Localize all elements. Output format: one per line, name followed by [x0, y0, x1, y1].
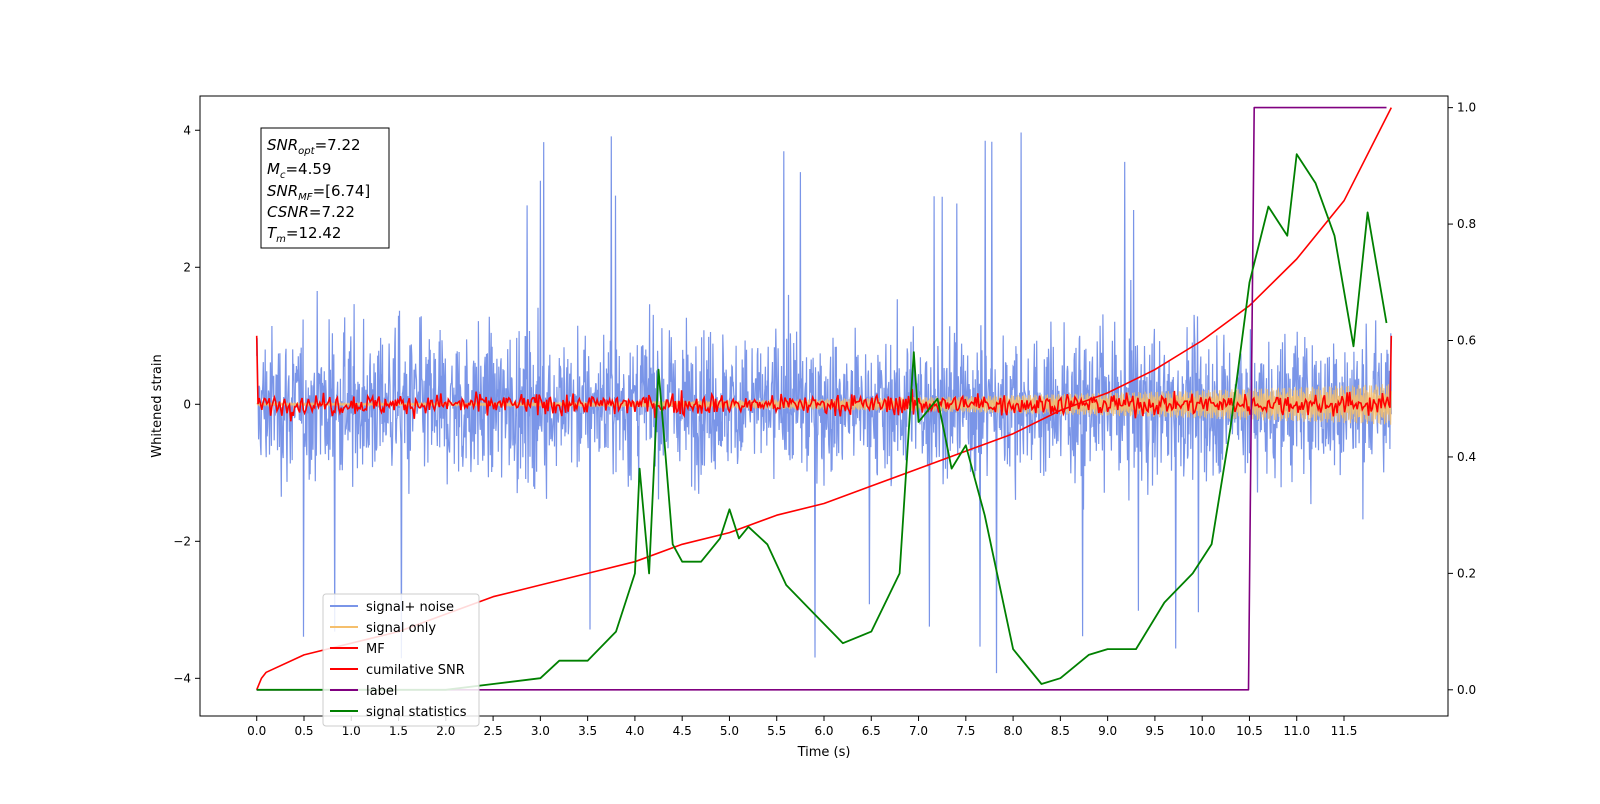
- y-axis-left: 4 2 0 −2 −4: [173, 123, 200, 685]
- annotation-box: SNRopt=7.22 Mc=4.59 SNRMF=[6.74] CSNR=7.…: [260, 127, 390, 249]
- x-tick-label: 4.0: [625, 724, 644, 738]
- x-tick-label: 2.0: [436, 724, 455, 738]
- annotation-mc: Mc=4.59: [267, 160, 331, 181]
- x-tick-label: 2.5: [484, 724, 503, 738]
- y-tick-label: 4: [183, 123, 191, 137]
- annotation-frame: [260, 127, 390, 249]
- x-tick-label: 10.5: [1236, 724, 1263, 738]
- y-axis-label: Whitened strain: [150, 354, 165, 457]
- legend: signal+ noise signal only MF cumilative …: [322, 593, 480, 727]
- x-tick-label: 4.5: [673, 724, 692, 738]
- x-tick-label: 5.0: [720, 724, 739, 738]
- y-tick-label: −2: [173, 534, 191, 548]
- y2-tick-label: 1.0: [1457, 101, 1476, 115]
- y-tick-label: 2: [183, 260, 191, 274]
- x-tick-label: 8.5: [1051, 724, 1070, 738]
- x-tick-label: 1.5: [389, 724, 408, 738]
- x-tick-label: 9.5: [1145, 724, 1164, 738]
- legend-label-label: label: [366, 684, 397, 699]
- x-tick-label: 0.0: [247, 724, 266, 738]
- x-tick-label: 9.0: [1098, 724, 1117, 738]
- y-tick-label: 0: [183, 397, 191, 411]
- x-tick-label: 3.0: [531, 724, 550, 738]
- x-tick-label: 6.5: [862, 724, 881, 738]
- legend-label-signal-noise: signal+ noise: [366, 600, 454, 615]
- x-tick-label: 11.0: [1283, 724, 1310, 738]
- x-axis-label: Time (s): [797, 745, 851, 760]
- x-tick-label: 6.0: [814, 724, 833, 738]
- y2-tick-label: 0.0: [1457, 683, 1476, 697]
- annotation-snr-opt: SNRopt=7.22: [267, 136, 361, 157]
- x-tick-label: 1.0: [342, 724, 361, 738]
- x-tick-label: 7.5: [956, 724, 975, 738]
- x-tick-label: 0.5: [294, 724, 313, 738]
- annotation-tm: Tm=12.42: [267, 224, 341, 245]
- legend-label-mf: MF: [366, 642, 385, 657]
- x-tick-label: 3.5: [578, 724, 597, 738]
- series-label: [256, 106, 1387, 691]
- x-tick-label: 5.5: [767, 724, 786, 738]
- annotation-snr-mf: SNRMF=[6.74]: [267, 182, 370, 203]
- legend-label-cumulative-snr: cumilative SNR: [366, 663, 465, 678]
- series-signal-statistics: [256, 153, 1388, 691]
- legend-label-signal-statistics: signal statistics: [366, 705, 467, 720]
- annotation-csnr: CSNR=7.22: [267, 203, 355, 221]
- y2-tick-label: 0.8: [1457, 217, 1476, 231]
- legend-frame: [322, 593, 480, 727]
- y2-tick-label: 0.6: [1457, 334, 1476, 348]
- legend-label-signal-only: signal only: [366, 621, 436, 636]
- y2-tick-label: 0.2: [1457, 566, 1476, 580]
- x-tick-label: 10.0: [1189, 724, 1216, 738]
- series-mf: [255, 335, 1393, 422]
- x-tick-label: 7.0: [909, 724, 928, 738]
- y-axis-right: 1.0 0.8 0.6 0.4 0.2 0.0: [1448, 101, 1476, 697]
- y2-tick-label: 0.4: [1457, 450, 1476, 464]
- x-axis: 0.0 0.5 1.0 1.5 2.0 2.5 3.0 3.5 4.0 4.5 5.0 5.5 6.0 6…: [247, 716, 1357, 738]
- x-tick-label: 11.5: [1331, 724, 1358, 738]
- x-tick-label: 8.0: [1004, 724, 1023, 738]
- y-tick-label: −4: [173, 671, 191, 685]
